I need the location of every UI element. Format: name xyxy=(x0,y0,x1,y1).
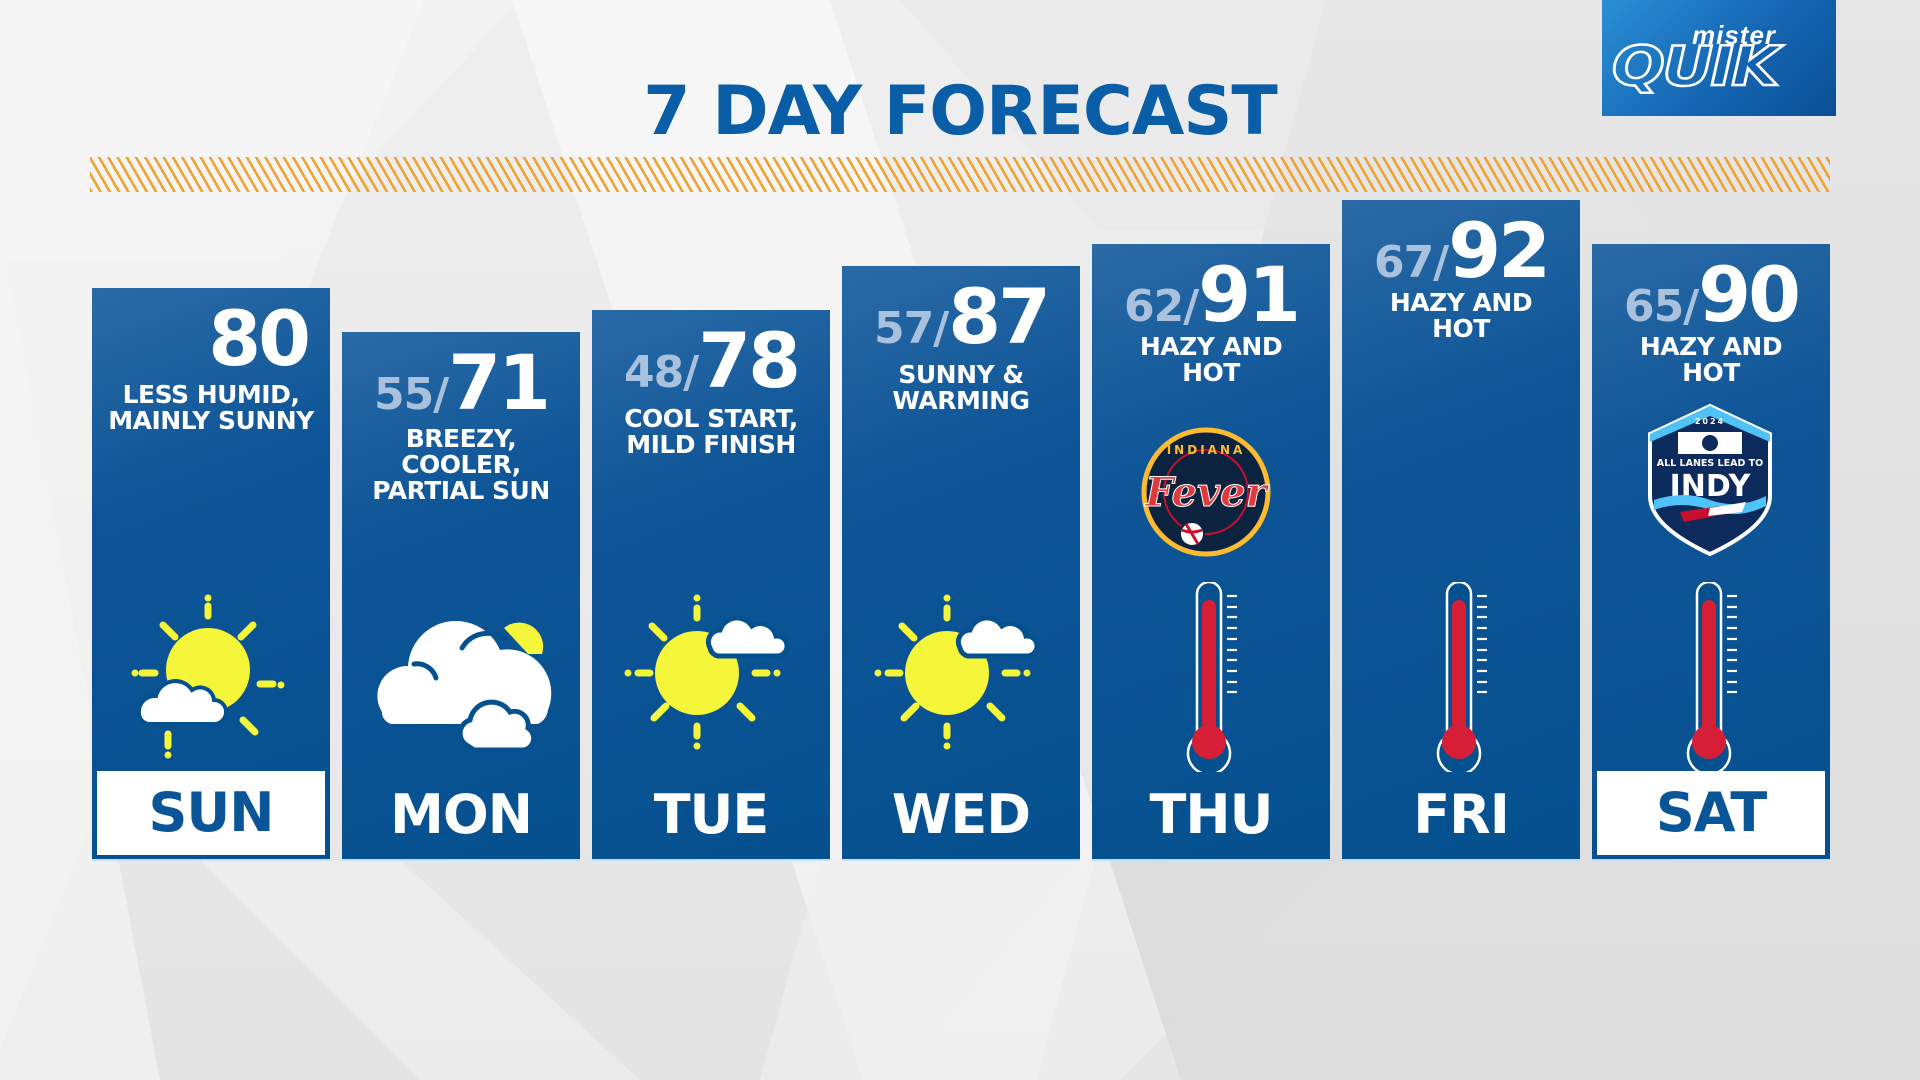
temperature: 48/78 xyxy=(592,316,830,405)
sponsor-logo: mister QUIK xyxy=(1602,0,1836,116)
day-panel-wed: 57/87 SUNNY & WARMING WED xyxy=(842,266,1080,859)
indiana-fever-logo-icon: INDIANA Fever xyxy=(1141,427,1271,557)
temperature: 57/87 xyxy=(842,272,1080,361)
forecast-description: COOL START, MILD FINISH xyxy=(624,404,798,459)
day-panel-sat: 65/90 HAZY AND HOT 2024 ALL LANES LEAD T… xyxy=(1592,244,1830,859)
temperature: 80 xyxy=(92,294,330,383)
forecast-description: HAZY AND HOT xyxy=(1389,288,1533,343)
temperature: 65/90 xyxy=(1592,250,1830,339)
all-lanes-lead-to-indy-logo-icon: 2024 ALL LANES LEAD TO INDY xyxy=(1648,403,1772,557)
high-temp: 92 xyxy=(1448,206,1551,295)
day-label-mon: MON xyxy=(390,783,533,846)
page-title: 7 DAY FORECAST xyxy=(643,72,1277,151)
high-temp: 71 xyxy=(448,338,551,427)
day-label-fri: FRI xyxy=(1413,783,1510,846)
day-label-thu: THU xyxy=(1149,783,1274,846)
temperature: 67/92 xyxy=(1342,206,1580,295)
temperature: 55/71 xyxy=(342,338,580,427)
sun-with-small-cloud-icon xyxy=(131,594,285,759)
day-panel-tue: 48/78 COOL START, MILD FINISH TUE xyxy=(592,310,830,859)
low-temp: 57/ xyxy=(873,303,949,354)
thermometer-icon xyxy=(1186,582,1237,772)
forecast-description: HAZY AND HOT xyxy=(1639,332,1783,387)
thermometer-icon xyxy=(1436,582,1487,772)
day-panel-mon: 55/71 BREEZY, COOLER, PARTIAL SUN MON xyxy=(342,332,580,859)
day-panel-thu: 62/91 HAZY AND HOT INDIANA Fever THU xyxy=(1092,244,1330,859)
svg-text:2024: 2024 xyxy=(1695,417,1725,426)
mostly-cloudy-icon xyxy=(377,620,552,753)
forecast-description: HAZY AND HOT xyxy=(1139,332,1283,387)
sponsor-logo-top: mister xyxy=(1692,20,1777,50)
day-label-tue: TUE xyxy=(653,783,770,846)
forecast-description: SUNNY & WARMING xyxy=(892,360,1030,415)
low-temp: 62/ xyxy=(1123,281,1199,332)
high-temp: 80 xyxy=(208,294,311,383)
sponsor-logo-bottom: QUIK xyxy=(1611,35,1781,98)
svg-text:Fever: Fever xyxy=(1144,469,1269,516)
thermometer-icon xyxy=(1686,582,1737,772)
high-temp: 78 xyxy=(698,316,801,405)
svg-text:INDIANA: INDIANA xyxy=(1167,443,1246,457)
high-temp: 90 xyxy=(1698,250,1801,339)
mostly-sunny-icon xyxy=(874,594,1040,750)
low-temp: 55/ xyxy=(373,369,449,420)
low-temp: 65/ xyxy=(1623,281,1699,332)
high-temp: 91 xyxy=(1198,250,1301,339)
day-label-sat: SAT xyxy=(1597,771,1825,855)
forecast-description: BREEZY, COOLER, PARTIAL SUN xyxy=(372,424,550,505)
forecast-description: LESS HUMID, MAINLY SUNNY xyxy=(108,380,314,435)
high-temp: 87 xyxy=(948,272,1051,361)
day-label-wed: WED xyxy=(891,783,1031,846)
mostly-sunny-icon xyxy=(624,594,790,750)
svg-text:ALL LANES LEAD TO: ALL LANES LEAD TO xyxy=(1657,458,1763,469)
low-temp: 67/ xyxy=(1373,237,1449,288)
low-temp: 48/ xyxy=(623,347,699,398)
day-label-sun: SUN xyxy=(97,771,325,855)
day-panel-sun: 80 LESS HUMID, MAINLY SUNNY SUN xyxy=(92,288,330,859)
day-panel-fri: 67/92 HAZY AND HOT FRI xyxy=(1342,200,1580,859)
decorative-stripe-divider xyxy=(90,157,1830,192)
temperature: 62/91 xyxy=(1092,250,1330,339)
